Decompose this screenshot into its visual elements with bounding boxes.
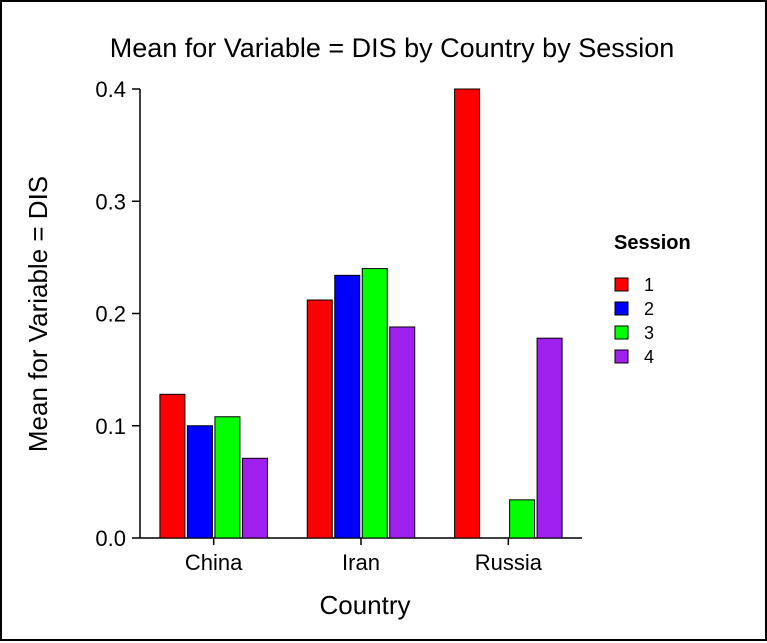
y-axis-label: Mean for Variable = DIS [23,176,53,452]
x-tick-label-china: China [185,550,243,575]
y-tick-label-3: 0.3 [95,189,126,214]
bar-russia-session-3 [509,499,536,539]
bar-china-session-1 [159,393,186,539]
legend-label-2: 2 [644,299,654,319]
chart-title: Mean for Variable = DIS by Country by Se… [110,33,675,63]
legend-swatch-2 [614,301,629,316]
legend-swatch-4 [614,349,629,364]
x-tick-label-iran: Iran [342,550,380,575]
bar-russia-session-1 [454,88,481,539]
x-tick-label-russia: Russia [475,550,543,575]
bar-russia-session-4 [536,337,563,539]
legend-swatch-3 [614,325,629,340]
legend-label-3: 3 [644,323,654,343]
legend-label-1: 1 [644,275,654,295]
y-tick-label-2: 0.2 [95,302,126,327]
bar-iran-session-1 [306,299,333,539]
plot-area: 0.0 0.1 0.2 0.3 0.4 China Iran Russia [95,77,582,575]
bar-china-session-2 [186,425,213,539]
legend-title: Session [614,232,691,254]
x-axis-label: Country [319,590,410,620]
bar-iran-session-4 [389,326,416,539]
y-tick-label-4: 0.4 [95,77,126,102]
bar-china-session-3 [214,416,241,539]
bar-iran-session-3 [361,268,388,539]
legend: 1 2 3 4 [614,275,654,367]
bar-china-session-4 [241,457,268,539]
bar-iran-session-2 [334,274,361,539]
y-tick-label-1: 0.1 [95,414,126,439]
legend-swatch-1 [614,277,629,292]
legend-label-4: 4 [644,347,654,367]
y-tick-label-0: 0.0 [95,526,126,551]
